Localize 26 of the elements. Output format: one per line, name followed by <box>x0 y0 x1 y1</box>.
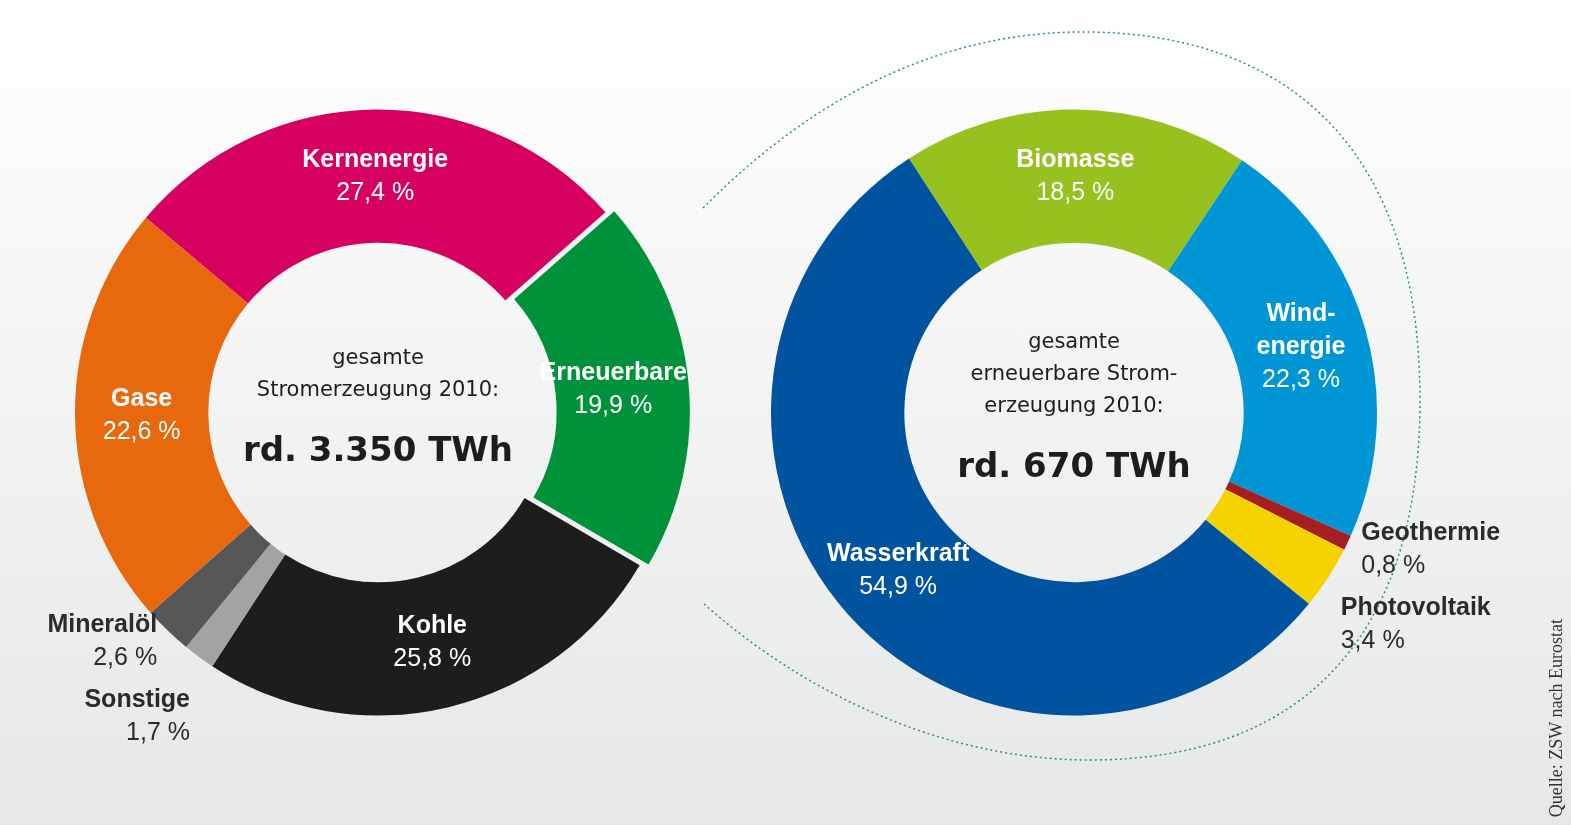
source-note: Quelle: ZSW nach Eurostat <box>1546 618 1567 817</box>
data-label: 18,5 % <box>1036 176 1115 205</box>
data-label: 54,9 % <box>859 570 938 599</box>
data-label: 2,6 % <box>93 641 158 670</box>
slice-label: Photovoltaik <box>1340 591 1491 620</box>
data-label: 1,7 % <box>126 716 191 745</box>
text: rd. 670 TWh <box>957 445 1191 485</box>
slice-label: Kernenergie <box>302 143 449 172</box>
data-label: 3,4 % <box>1340 624 1405 653</box>
data-label: 0,8 % <box>1361 549 1426 578</box>
text: gesamte Stromerzeugung 2010: <box>255 344 501 403</box>
text: gesamte erneuerbare Strom- erzeugung 2010: <box>969 328 1179 419</box>
data-label: 22,6 % <box>102 415 181 444</box>
slice-label: Sonstige <box>84 683 191 712</box>
data-label: 19,9 % <box>574 390 653 419</box>
data-label: 25,8 % <box>393 642 472 671</box>
slice-label: Gase <box>111 382 173 411</box>
slice-label: Mineralöl <box>47 608 158 637</box>
slice-label: Geothermie <box>1361 516 1501 545</box>
slice-label: Wasserkraft <box>827 537 970 566</box>
slice-label: Wind- energie <box>1256 297 1346 359</box>
data-label: 22,3 % <box>1262 363 1340 392</box>
text: rd. 3.350 TWh <box>242 429 514 469</box>
slice-label: Kohle <box>397 609 468 638</box>
data-label: 27,4 % <box>336 176 415 205</box>
slice-label: Biomasse <box>1016 143 1135 172</box>
